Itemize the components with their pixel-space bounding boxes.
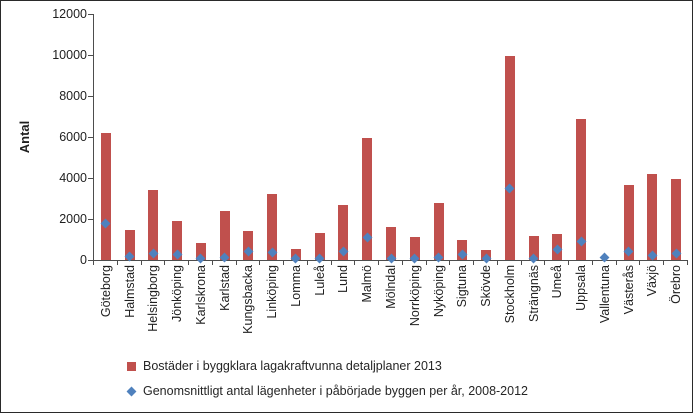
x-category-label: Karlstad bbox=[217, 265, 232, 311]
x-category-label: Uppsala bbox=[574, 265, 589, 311]
x-category-label: Örebro bbox=[669, 265, 684, 304]
legend-item-markers: Genomsnittligt antal lägenheter i påbörj… bbox=[126, 383, 528, 399]
y-tick-mark bbox=[88, 219, 93, 220]
bar-Jönköping bbox=[172, 221, 183, 260]
x-category-label: Sigtuna bbox=[455, 265, 470, 308]
bar-Västerås bbox=[623, 185, 634, 260]
x-category-label: Västerås bbox=[621, 265, 636, 315]
x-category-label: Norrköping bbox=[407, 265, 422, 327]
x-tick-mark bbox=[211, 261, 213, 265]
x-category-label: Lomma bbox=[288, 265, 303, 307]
legend-diamond-icon bbox=[126, 386, 137, 396]
x-category-label: Strängnäs bbox=[526, 265, 541, 322]
x-tick-mark bbox=[330, 261, 332, 265]
y-tick-label: 2000 bbox=[59, 212, 87, 226]
x-category-label: Kungsbacka bbox=[241, 265, 256, 334]
x-tick-mark bbox=[425, 261, 427, 265]
bar-Mölndal bbox=[386, 227, 396, 260]
y-axis-line bbox=[93, 14, 94, 261]
bar-Karlskrona bbox=[195, 242, 206, 260]
bar-Lund bbox=[338, 204, 349, 260]
bar-Malmö bbox=[362, 138, 373, 260]
y-tick-mark bbox=[88, 260, 93, 261]
x-tick-mark bbox=[283, 261, 285, 265]
y-tick-label: 12000 bbox=[52, 7, 87, 21]
x-tick-mark bbox=[687, 261, 688, 265]
bar-Helsingborg bbox=[148, 190, 159, 260]
bar-Luleå bbox=[314, 233, 325, 260]
x-category-label: Nyköping bbox=[431, 265, 446, 318]
bar-Örebro bbox=[671, 179, 682, 260]
x-tick-mark bbox=[568, 261, 570, 265]
y-tick-mark bbox=[88, 96, 93, 97]
x-category-label: Lund bbox=[336, 265, 351, 293]
legend-item-bars: Bostäder i byggklara lagakraftvunna deta… bbox=[127, 358, 442, 374]
x-category-label: Göteborg bbox=[98, 265, 113, 318]
x-tick-mark bbox=[473, 261, 475, 265]
bar-Stockholm bbox=[504, 56, 515, 260]
x-tick-mark bbox=[188, 261, 190, 265]
bar-Linköping bbox=[267, 194, 278, 260]
x-category-label: Helsingborg bbox=[146, 265, 161, 332]
x-category-label: Halmstad bbox=[122, 265, 137, 318]
x-tick-mark bbox=[116, 261, 118, 265]
x-category-label: Malmö bbox=[360, 265, 375, 303]
x-category-label: Jönköping bbox=[170, 265, 185, 322]
x-category-label: Mölndal bbox=[384, 265, 398, 309]
x-tick-mark bbox=[140, 261, 142, 265]
x-tick-mark bbox=[591, 261, 593, 265]
y-tick-label: 6000 bbox=[59, 130, 87, 144]
bar-Norrköping bbox=[409, 237, 420, 260]
x-tick-mark bbox=[354, 261, 356, 265]
legend-square-icon bbox=[127, 361, 136, 371]
y-tick-mark bbox=[88, 137, 93, 138]
y-tick-label: 8000 bbox=[59, 89, 87, 103]
legend-label-bars: Bostäder i byggklara lagakraftvunna deta… bbox=[143, 359, 442, 373]
y-tick-mark bbox=[88, 178, 93, 179]
y-tick-label: 4000 bbox=[59, 171, 87, 185]
x-category-label: Växjö bbox=[645, 265, 660, 297]
bar-Halmstad bbox=[124, 230, 135, 260]
x-tick-mark bbox=[401, 261, 403, 265]
x-tick-mark bbox=[449, 261, 451, 265]
bar-Växjö bbox=[647, 173, 658, 260]
bar-Nyköping bbox=[433, 202, 444, 260]
y-tick-mark bbox=[88, 14, 93, 15]
x-category-label: Linköping bbox=[265, 265, 280, 319]
x-tick-mark bbox=[93, 261, 94, 265]
x-tick-mark bbox=[164, 261, 166, 265]
x-tick-mark bbox=[663, 261, 665, 265]
bar-Uppsala bbox=[576, 118, 587, 260]
x-category-label: Karlskrona bbox=[193, 265, 208, 325]
x-tick-mark bbox=[496, 261, 498, 265]
x-tick-mark bbox=[235, 261, 237, 265]
legend-label-markers: Genomsnittligt antal lägenheter i påbörj… bbox=[143, 384, 528, 398]
x-tick-mark bbox=[378, 261, 380, 265]
bar-Karlstad bbox=[219, 210, 230, 260]
x-category-label: Luleå bbox=[312, 265, 327, 296]
bar-Göteborg bbox=[100, 132, 111, 260]
x-category-label: Stockholm bbox=[502, 265, 517, 324]
y-tick-label: 0 bbox=[80, 253, 87, 267]
bar-Sigtuna bbox=[457, 239, 468, 260]
x-tick-mark bbox=[520, 261, 522, 265]
x-category-label: Vallentuna bbox=[597, 265, 612, 324]
x-tick-mark bbox=[615, 261, 617, 265]
bar-Strängnäs bbox=[528, 236, 539, 260]
bar-Kungsbacka bbox=[243, 231, 254, 260]
y-tick-label: 10000 bbox=[52, 48, 87, 62]
x-category-label: Umeå bbox=[550, 265, 565, 299]
x-category-label: Skövde bbox=[479, 265, 494, 307]
x-tick-mark bbox=[544, 261, 546, 265]
x-tick-mark bbox=[639, 261, 641, 265]
x-tick-mark bbox=[259, 261, 261, 265]
y-tick-mark bbox=[88, 55, 93, 56]
x-tick-mark bbox=[306, 261, 308, 265]
